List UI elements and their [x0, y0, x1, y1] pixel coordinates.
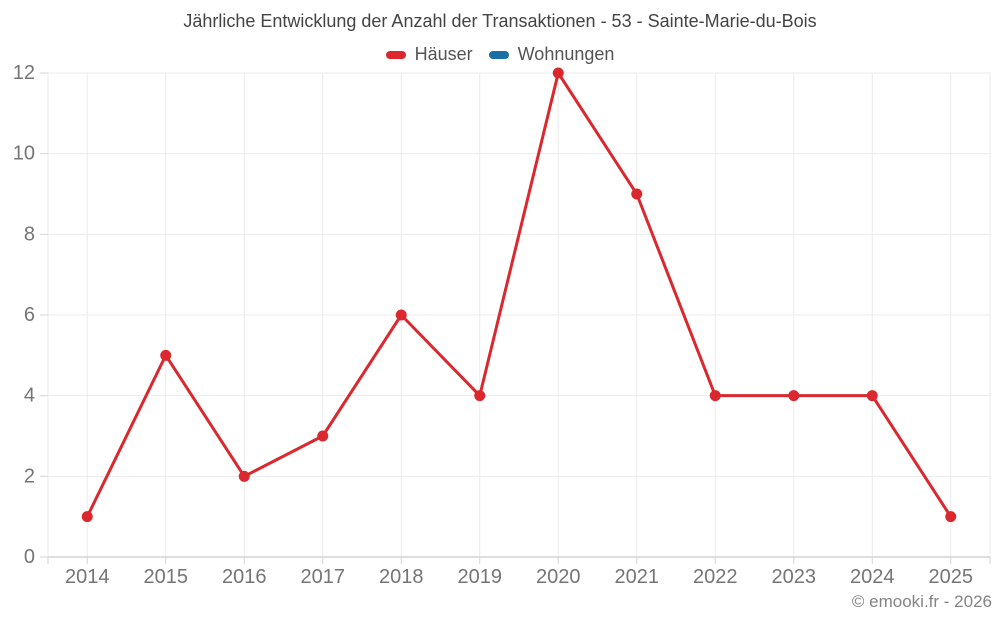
- data-point-huser-2023: [788, 390, 800, 402]
- series-line-huser: [85, 71, 953, 519]
- legend-label-hauser: Häuser: [414, 44, 473, 64]
- x-axis-label: 2023: [772, 566, 817, 588]
- y-axis-label: 4: [24, 385, 35, 407]
- data-point-huser-2019: [474, 390, 486, 402]
- legend-item-wohnungen[interactable]: Wohnungen: [488, 44, 615, 65]
- data-point-huser-2016: [238, 470, 250, 482]
- y-axis-label: 2: [24, 465, 35, 487]
- legend-label-wohnungen: Wohnungen: [517, 44, 615, 64]
- data-point-huser-2024: [866, 390, 878, 402]
- chart-title: Jährliche Entwicklung der Anzahl der Tra…: [183, 11, 817, 31]
- data-point-huser-2020: [552, 67, 564, 79]
- x-axis-label: 2019: [458, 566, 503, 588]
- y-axis-label: 0: [24, 546, 35, 568]
- x-axis-label: 2021: [615, 566, 660, 588]
- data-point-huser-2021: [631, 188, 643, 200]
- x-axis-label: 2014: [65, 566, 110, 588]
- hauser-series-swatch-icon: [385, 50, 406, 59]
- data-point-huser-2017: [317, 430, 329, 442]
- wohnungen-series-swatch-icon: [488, 50, 509, 59]
- x-axis-label: 2015: [144, 566, 189, 588]
- y-axis-label: 6: [24, 304, 35, 326]
- x-axis-label: 2025: [929, 566, 974, 588]
- y-axis-label: 12: [13, 62, 35, 84]
- data-point-huser-2025: [945, 511, 957, 523]
- legend: Häuser Wohnungen: [0, 44, 1000, 65]
- data-point-huser-2015: [160, 349, 172, 361]
- x-axis-label: 2024: [850, 566, 895, 588]
- footer-credit: © emooki.fr - 2026: [851, 592, 992, 611]
- y-axis-label: 8: [24, 223, 35, 245]
- x-axis-label: 2016: [222, 566, 267, 588]
- x-axis-label: 2018: [379, 566, 424, 588]
- y-axis-label: 10: [13, 143, 35, 165]
- data-point-huser-2018: [395, 309, 407, 321]
- data-point-huser-2014: [81, 511, 93, 523]
- legend-item-hauser[interactable]: Häuser: [385, 44, 473, 65]
- x-axis-label: 2022: [693, 566, 738, 588]
- x-axis-label: 2017: [301, 566, 346, 588]
- x-axis-label: 2020: [536, 566, 581, 588]
- data-point-huser-2022: [709, 390, 721, 402]
